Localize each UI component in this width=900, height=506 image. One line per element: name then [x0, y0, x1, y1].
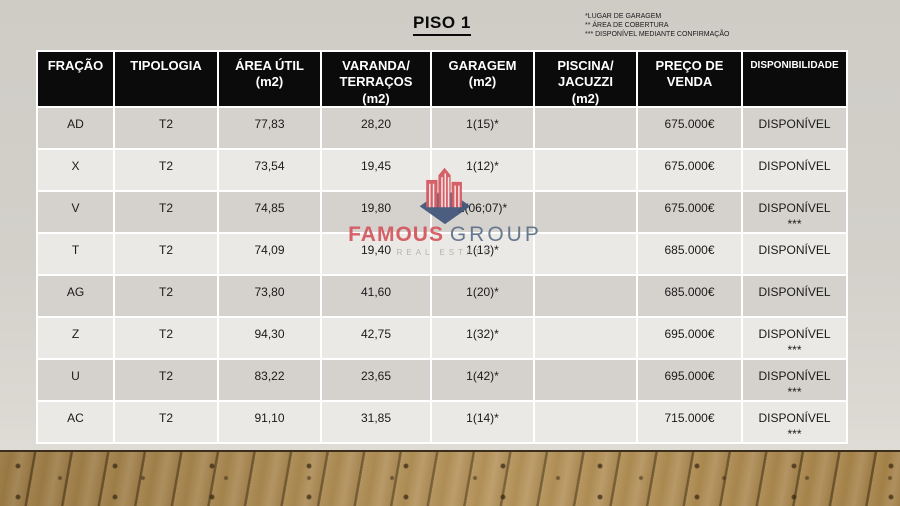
cell-fracao: T: [38, 234, 113, 274]
cell-garagem: 1(32)*: [432, 318, 533, 358]
cell-preco: 715.000€: [638, 402, 741, 442]
column-header-disponibilidade: DISPONIBILIDADE: [743, 52, 846, 106]
cell-disponibilidade: DISPONÍVEL ***: [743, 360, 846, 400]
cell-garagem: 1(42)*: [432, 360, 533, 400]
cell-varanda: 31,85: [322, 402, 430, 442]
cell-tipologia: T2: [115, 276, 217, 316]
legend-line-garage: *LUGAR DE GARAGEM: [585, 13, 662, 20]
cell-fracao: AD: [38, 108, 113, 148]
cell-preco: 675.000€: [638, 150, 741, 190]
legend-line-cobertura: ** ÁREA DE COBERTURA: [585, 22, 669, 29]
cell-area_util: 73,54: [219, 150, 320, 190]
cell-preco: 685.000€: [638, 276, 741, 316]
cell-area_util: 74,85: [219, 192, 320, 232]
cell-disponibilidade: DISPONÍVEL ***: [743, 192, 846, 232]
cell-disponibilidade: DISPONÍVEL: [743, 108, 846, 148]
cell-fracao: AG: [38, 276, 113, 316]
cell-piscina: [535, 192, 636, 232]
cell-disponibilidade: DISPONÍVEL: [743, 150, 846, 190]
cell-piscina: [535, 318, 636, 358]
cell-varanda: 19,80: [322, 192, 430, 232]
cell-tipologia: T2: [115, 318, 217, 358]
cell-varanda: 42,75: [322, 318, 430, 358]
cell-fracao: U: [38, 360, 113, 400]
column-header-area_util: ÁREA ÚTIL (m2): [219, 52, 320, 106]
cell-garagem: 1(14)*: [432, 402, 533, 442]
cell-preco: 675.000€: [638, 192, 741, 232]
cell-area_util: 94,30: [219, 318, 320, 358]
cell-piscina: [535, 402, 636, 442]
cell-area_util: 74,09: [219, 234, 320, 274]
cell-preco: 675.000€: [638, 108, 741, 148]
cell-piscina: [535, 276, 636, 316]
cell-tipologia: T2: [115, 108, 217, 148]
cell-fracao: AC: [38, 402, 113, 442]
wood-floor: [0, 450, 900, 506]
column-header-fracao: FRAÇÃO: [38, 52, 113, 106]
cell-garagem: 1(12)*: [432, 150, 533, 190]
column-header-varanda: VARANDA/ TERRAÇOS (m2): [322, 52, 430, 106]
cell-preco: 685.000€: [638, 234, 741, 274]
page-title: PISO 1: [413, 13, 471, 36]
cell-area_util: 77,83: [219, 108, 320, 148]
column-header-tipologia: TIPOLOGIA: [115, 52, 217, 106]
cell-varanda: 41,60: [322, 276, 430, 316]
price-table: FRAÇÃO TIPOLOGIA ÁREA ÚTIL (m2) VARANDA/ TE…: [38, 52, 846, 442]
cell-area_util: 91,10: [219, 402, 320, 442]
column-header-preco: PREÇO DE VENDA: [638, 52, 741, 106]
cell-garagem: 1(13)*: [432, 234, 533, 274]
cell-fracao: V: [38, 192, 113, 232]
cell-disponibilidade: DISPONÍVEL: [743, 276, 846, 316]
cell-piscina: [535, 234, 636, 274]
cell-tipologia: T2: [115, 234, 217, 274]
cell-garagem: 2(06;07)*: [432, 192, 533, 232]
price-table-wrap: FRAÇÃO TIPOLOGIA ÁREA ÚTIL (m2) VARANDA/ TE…: [36, 50, 848, 444]
cell-varanda: 28,20: [322, 108, 430, 148]
cell-area_util: 83,22: [219, 360, 320, 400]
cell-varanda: 19,40: [322, 234, 430, 274]
cell-preco: 695.000€: [638, 360, 741, 400]
cell-piscina: [535, 108, 636, 148]
cell-fracao: Z: [38, 318, 113, 358]
cell-varanda: 23,65: [322, 360, 430, 400]
column-header-piscina: PISCINA/ JACUZZI (m2): [535, 52, 636, 106]
cell-preco: 695.000€: [638, 318, 741, 358]
cell-tipologia: T2: [115, 360, 217, 400]
cell-piscina: [535, 150, 636, 190]
cell-fracao: X: [38, 150, 113, 190]
cell-area_util: 73,80: [219, 276, 320, 316]
cell-disponibilidade: DISPONÍVEL ***: [743, 402, 846, 442]
cell-garagem: 1(15)*: [432, 108, 533, 148]
legend-line-confirmacao: *** DISPONÍVEL MEDIANTE CONFIRMAÇÃO: [585, 31, 730, 38]
cell-garagem: 1(20)*: [432, 276, 533, 316]
cell-disponibilidade: DISPONÍVEL: [743, 234, 846, 274]
cell-piscina: [535, 360, 636, 400]
cell-varanda: 19,45: [322, 150, 430, 190]
cell-tipologia: T2: [115, 150, 217, 190]
column-header-garagem: GARAGEM (m2): [432, 52, 533, 106]
cell-tipologia: T2: [115, 402, 217, 442]
cell-tipologia: T2: [115, 192, 217, 232]
legend: *LUGAR DE GARAGEM ** ÁREA DE COBERTURA *…: [585, 12, 729, 39]
cell-disponibilidade: DISPONÍVEL ***: [743, 318, 846, 358]
